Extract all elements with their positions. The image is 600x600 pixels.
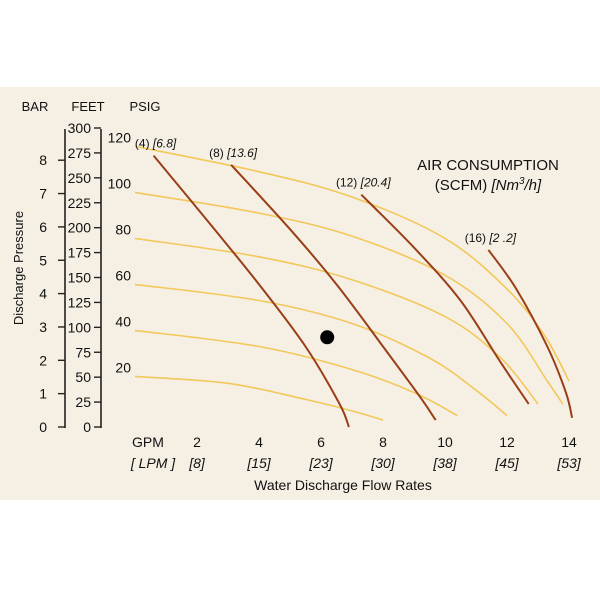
psig-curves: 120 100 80 60 40 20 [108, 129, 570, 421]
psig-curve [134, 329, 458, 417]
gpm-tick-label: 8 [379, 434, 387, 450]
air-consumption-curve [487, 249, 574, 419]
air-curve-label: (4) [6.8] [135, 137, 177, 151]
psig-curve-label: 60 [115, 267, 131, 283]
psig-curve [134, 283, 508, 417]
air-consumption-curve [152, 154, 350, 428]
nm3-unit: [Nm [490, 177, 519, 194]
lpm-tick-label: [30] [370, 455, 395, 471]
psig-axis-header: PSIG [129, 99, 160, 114]
lpm-header: [ LPM ] [130, 455, 176, 471]
air-curve-label: (16) [2 .2] [465, 231, 517, 245]
air-curve-label: (12) [20.4] [336, 176, 391, 190]
psig-curve [134, 145, 570, 382]
gpm-tick-label: 4 [255, 434, 263, 450]
lpm-tick-label: [53] [556, 455, 581, 471]
bar-tick-label: 5 [39, 252, 47, 268]
bar-ticks: 0 1 2 3 4 5 6 7 8 [39, 152, 65, 435]
gpm-header: GPM [132, 434, 164, 450]
feet-tick-label: 125 [68, 294, 92, 310]
gpm-tick-label: 12 [499, 434, 515, 450]
bar-tick-label: 2 [39, 352, 47, 368]
nm3-superscript: 3 [519, 176, 525, 187]
feet-tick-label: 100 [68, 319, 92, 335]
psig-curve-label: 80 [115, 221, 131, 237]
lpm-tick-label: [15] [246, 455, 271, 471]
x-axis-ticks: 2 [8] 4 [15] 6 [23] 8 [30] 10 [38] 12 [45] 14 [53] [188, 434, 582, 471]
bar-tick-label: 4 [39, 286, 47, 302]
x-axis-title: Water Discharge Flow Rates [254, 477, 432, 493]
gpm-tick-label: 2 [193, 434, 201, 450]
feet-tick-label: 25 [75, 394, 91, 410]
air-consumption-curve [230, 164, 437, 421]
feet-tick-label: 50 [75, 369, 91, 385]
psig-curve-label: 40 [115, 313, 131, 329]
gpm-tick-label: 14 [561, 434, 577, 450]
feet-tick-label: 300 [68, 120, 92, 136]
psig-curve-label: 120 [108, 129, 132, 145]
scfm-unit: (SCFM) [435, 177, 488, 194]
psig-curve-label: 20 [115, 359, 131, 375]
lpm-tick-label: [23] [308, 455, 333, 471]
feet-ticks: 0 25 50 75 100 125 150 175 200 225 250 275 300 [68, 120, 101, 435]
lpm-tick-label: [8] [188, 455, 206, 471]
lpm-tick-label: [38] [432, 455, 457, 471]
gpm-tick-label: 10 [437, 434, 453, 450]
feet-tick-label: 75 [75, 344, 91, 360]
psig-curve-label: 100 [108, 175, 132, 191]
bar-tick-label: 8 [39, 152, 47, 168]
gpm-tick-label: 6 [317, 434, 325, 450]
feet-axis-header: FEET [71, 99, 104, 114]
feet-tick-label: 250 [68, 170, 92, 186]
feet-tick-label: 225 [68, 195, 92, 211]
operating-point-marker [320, 330, 335, 345]
feet-tick-label: 275 [68, 145, 92, 161]
bar-tick-label: 0 [39, 419, 47, 435]
y-axis-title: Discharge Pressure [11, 211, 26, 325]
feet-tick-label: 175 [68, 245, 92, 261]
air-consumption-curves: (4) [6.8] (8) [13.6] (12) [20.4] (16) [2 .2… [135, 137, 574, 428]
lpm-tick-label: [45] [494, 455, 519, 471]
bar-tick-label: 6 [39, 219, 47, 235]
bar-tick-label: 1 [39, 386, 47, 402]
psig-curve [134, 191, 564, 405]
psig-curve [134, 375, 384, 421]
bar-axis-header: BAR [22, 99, 49, 114]
feet-tick-label: 150 [68, 270, 92, 286]
feet-tick-label: 200 [68, 220, 92, 236]
nm3-unit-suffix: /h] [524, 177, 543, 194]
air-consumption-curve [360, 193, 530, 405]
chart-panel [0, 87, 600, 500]
psig-curve [134, 237, 539, 405]
air-curve-label: (8) [13.6] [209, 146, 258, 160]
bar-tick-label: 3 [39, 319, 47, 335]
bar-tick-label: 7 [39, 186, 47, 202]
air-consumption-units: (SCFM) [Nm3/h] [435, 176, 542, 194]
air-consumption-title: AIR CONSUMPTION [417, 157, 559, 174]
feet-tick-label: 0 [83, 419, 91, 435]
